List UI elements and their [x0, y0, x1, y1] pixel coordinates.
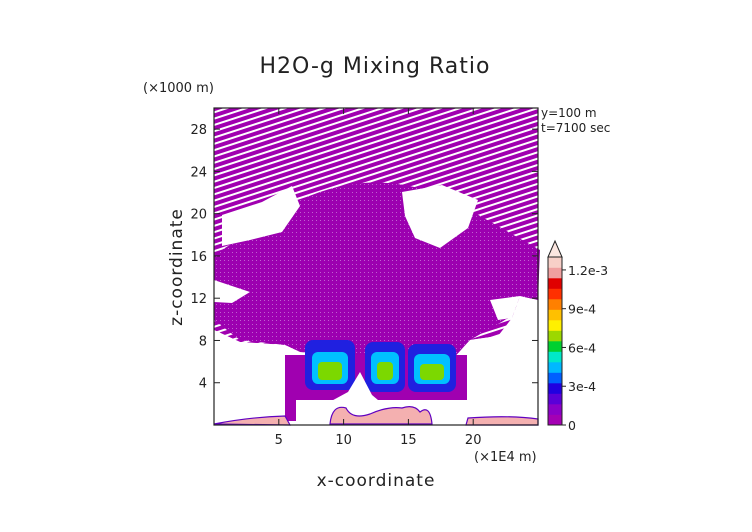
colorbar-swatch: [548, 351, 562, 363]
colorbar-tick-label: 9e-4: [568, 302, 596, 317]
annotation-y: y=100 m: [541, 106, 597, 120]
y-tick-label: 12: [190, 292, 207, 307]
x-tick-label: 20: [465, 433, 482, 448]
colorbar-swatch: [548, 299, 562, 310]
chart-title: H2O-g Mixing Ratio: [260, 54, 491, 79]
plot-frame: [213, 107, 539, 426]
colorbar-swatch: [548, 320, 562, 331]
colorbar-extend-arrow: [547, 239, 563, 258]
colorbar: 0 3e-4 6e-4 9e-4 1.2e-3: [547, 239, 608, 433]
y-axis-title: z-coordinate: [167, 208, 187, 326]
y-tick-label: 8: [199, 334, 207, 349]
colorbar-swatch: [548, 362, 562, 373]
annotation-t: t=7100 sec: [541, 121, 610, 135]
axes: 5 10 15 20 4 8 12 16 20 24 28: [190, 107, 539, 448]
x-tick-label: 10: [335, 433, 352, 448]
y-tick-label: 20: [190, 208, 207, 223]
colorbar-swatch: [548, 383, 562, 394]
colorbar-tick-label: 1.2e-3: [568, 263, 608, 278]
colorbar-tick-label: 3e-4: [568, 379, 596, 394]
colorbar-tick-label: 6e-4: [568, 340, 596, 355]
x-tick-label: 5: [275, 433, 283, 448]
y-tick-label: 4: [199, 377, 207, 392]
y-tick-label: 28: [190, 123, 207, 138]
colorbar-swatch: [548, 372, 562, 384]
colorbar-swatch: [548, 288, 562, 300]
colorbar-swatch: [548, 341, 562, 352]
colorbar-swatch: [548, 267, 562, 279]
plot-area: [213, 108, 540, 426]
surface-layer: [213, 415, 292, 426]
x-axis-title: x-coordinate: [317, 471, 436, 491]
colorbar-swatch: [548, 330, 562, 342]
colorbar-swatch: [548, 278, 562, 289]
y-tick-label: 16: [190, 250, 207, 265]
colorbar-swatch: [548, 393, 562, 405]
x-axis-unit: (×1E4 m): [474, 450, 537, 465]
y-axis-unit: (×1000 m): [143, 81, 214, 96]
colorbar-swatch: [548, 414, 562, 426]
x-tick-label: 15: [400, 433, 417, 448]
y-tick-label: 24: [190, 165, 207, 180]
colorbar-swatch: [548, 309, 562, 321]
colorbar-swatch: [548, 257, 562, 268]
colorbar-frame: [547, 256, 563, 426]
colorbar-swatch: [548, 404, 562, 415]
colorbar-tick-label: 0: [568, 418, 576, 433]
